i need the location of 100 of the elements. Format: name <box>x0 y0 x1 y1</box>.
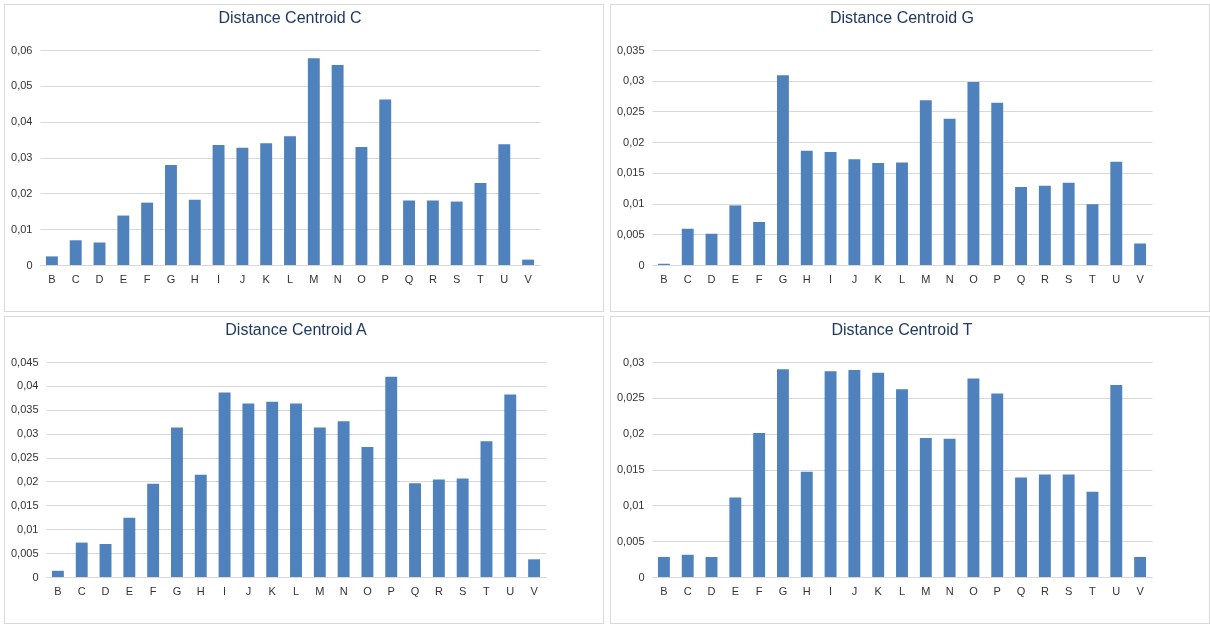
chart-title: Distance Centroid T <box>831 321 973 338</box>
x-tick-label: D <box>95 272 104 285</box>
x-tick-label: Q <box>1016 272 1026 285</box>
bar <box>385 376 398 577</box>
y-tick-label: 0,03 <box>11 151 33 163</box>
x-tick-label: F <box>755 584 763 597</box>
bar <box>1038 185 1051 265</box>
x-tick-label: L <box>898 272 906 285</box>
bar <box>379 99 392 265</box>
bar <box>872 372 885 577</box>
bar <box>824 151 837 265</box>
x-tick-label: C <box>683 584 692 597</box>
bar <box>99 544 112 577</box>
y-tick-label: 0,015 <box>616 166 645 179</box>
bar <box>165 165 177 265</box>
x-tick-label: R <box>434 584 443 597</box>
x-tick-label: G <box>778 272 788 285</box>
bar <box>307 58 320 265</box>
y-tick-label: 0,025 <box>616 104 645 117</box>
bar <box>1110 161 1123 265</box>
bar <box>657 556 670 577</box>
bar <box>824 371 837 577</box>
bar <box>266 401 279 577</box>
x-tick-label: V <box>530 584 539 597</box>
x-tick-label: S <box>1064 272 1073 285</box>
y-tick-label: 0,02 <box>623 135 645 148</box>
x-tick-label: D <box>707 584 716 597</box>
x-tick-label: N <box>339 584 348 597</box>
bar <box>1086 204 1099 265</box>
x-tick-label: M <box>921 272 931 285</box>
x-tick-label: N <box>945 584 954 597</box>
y-tick-label: 0,015 <box>616 463 645 475</box>
x-tick-label: I <box>223 584 227 597</box>
y-tick-label: 0,01 <box>623 498 645 511</box>
bar <box>681 228 694 265</box>
bar <box>194 474 207 577</box>
y-tick-label: 0,005 <box>10 546 39 559</box>
x-tick-label: K <box>874 272 883 285</box>
bar <box>848 159 861 265</box>
bar <box>753 222 766 265</box>
x-tick-label: Q <box>404 272 414 285</box>
bar <box>69 240 82 265</box>
x-tick-label: E <box>731 272 740 285</box>
bar <box>943 118 956 265</box>
bar <box>872 163 885 265</box>
x-tick-label: L <box>286 272 294 285</box>
y-tick-label: 0,035 <box>10 403 39 416</box>
y-tick-label: 0,03 <box>17 427 39 440</box>
x-tick-label: C <box>77 584 86 597</box>
bar <box>1038 474 1051 577</box>
y-tick-label: 0,02 <box>623 427 645 440</box>
bar <box>290 403 302 577</box>
y-tick-label: 0 <box>26 258 33 271</box>
bar <box>1134 243 1147 265</box>
bar <box>480 441 493 577</box>
x-tick-label: H <box>190 272 199 285</box>
x-tick-label: J <box>239 272 246 285</box>
x-tick-label: R <box>1040 272 1049 285</box>
bar <box>331 65 344 265</box>
y-tick-label: 0,01 <box>11 222 33 235</box>
bar <box>681 554 694 577</box>
y-tick-label: 0,025 <box>616 391 645 404</box>
bar <box>896 162 908 265</box>
x-tick-label: R <box>428 272 437 285</box>
bar <box>123 517 136 577</box>
bar <box>848 369 861 577</box>
bar <box>919 100 932 265</box>
bar <box>171 427 183 577</box>
x-tick-label: H <box>802 584 811 597</box>
y-tick-label: 0,06 <box>11 43 33 56</box>
x-tick-label: I <box>829 584 833 597</box>
chart-title: Distance Centroid A <box>225 321 368 338</box>
x-tick-label: U <box>500 272 509 285</box>
bar <box>141 202 154 265</box>
bar <box>1062 182 1075 265</box>
y-tick-label: 0 <box>638 258 645 271</box>
bar <box>896 389 908 577</box>
y-tick-label: 0,02 <box>17 474 39 487</box>
chart-title: Distance Centroid C <box>218 9 362 26</box>
x-tick-label: S <box>458 584 467 597</box>
y-tick-label: 0,015 <box>10 498 39 511</box>
x-tick-label: L <box>292 584 300 597</box>
bar <box>498 144 511 265</box>
x-tick-label: U <box>1112 272 1121 285</box>
bar <box>337 421 350 577</box>
x-tick-label: V <box>524 272 533 285</box>
x-tick-label: B <box>48 272 56 285</box>
bar <box>1015 477 1027 577</box>
x-tick-label: K <box>262 272 271 285</box>
y-tick-label: 0,035 <box>616 43 645 56</box>
bar <box>147 483 160 577</box>
bar <box>800 471 813 577</box>
bar <box>967 81 980 265</box>
y-tick-label: 0,02 <box>11 186 33 199</box>
x-tick-label: O <box>969 584 979 597</box>
x-tick-label: K <box>268 584 277 597</box>
x-tick-label: U <box>1112 584 1121 597</box>
x-tick-label: O <box>357 272 367 285</box>
x-tick-label: S <box>452 272 461 285</box>
y-tick-label: 0,05 <box>11 79 33 92</box>
